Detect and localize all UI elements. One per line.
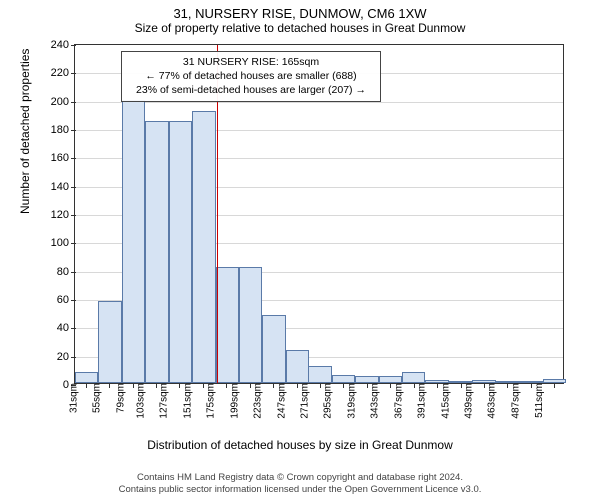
footer-line-1: Contains HM Land Registry data © Crown c… — [0, 472, 600, 484]
histogram-bar — [122, 100, 145, 383]
x-tick-label: 151sqm — [177, 383, 194, 419]
x-tick-label: 439sqm — [458, 383, 475, 419]
x-tick-label: 367sqm — [387, 383, 404, 419]
histogram-chart: 02040608010012014016018020022024031sqm55… — [74, 44, 564, 384]
y-tick-label: 140 — [51, 181, 75, 193]
x-tick-label: 295sqm — [317, 383, 334, 419]
x-tick-label: 343sqm — [364, 383, 381, 419]
x-tick-label: 319sqm — [341, 383, 358, 419]
histogram-bar — [169, 121, 192, 383]
x-tick-label: 31sqm — [62, 383, 79, 413]
y-tick-label: 40 — [57, 322, 75, 334]
histogram-bar — [145, 121, 168, 383]
x-tick-label: 223sqm — [247, 383, 264, 419]
y-tick-label: 80 — [57, 266, 75, 278]
histogram-bar — [239, 267, 262, 383]
x-tick-label: 463sqm — [481, 383, 498, 419]
annotation-line: 23% of semi-detached houses are larger (… — [128, 83, 374, 97]
annotation-line: ← 77% of detached houses are smaller (68… — [128, 69, 374, 83]
x-tick-label: 391sqm — [411, 383, 428, 419]
histogram-bar — [332, 375, 355, 384]
y-tick-label: 240 — [51, 39, 75, 51]
y-axis-label: Number of detached properties — [18, 49, 32, 214]
x-tick-label: 127sqm — [153, 383, 170, 419]
y-tick-label: 20 — [57, 351, 75, 363]
x-tick-label: 199sqm — [223, 383, 240, 419]
x-tick-mark — [554, 383, 555, 388]
annotation-line: 31 NURSERY RISE: 165sqm — [128, 55, 374, 69]
histogram-bar — [355, 376, 378, 383]
histogram-bar — [216, 267, 239, 383]
x-tick-label: 247sqm — [270, 383, 287, 419]
histogram-bar — [75, 372, 98, 383]
y-tick-label: 120 — [51, 209, 75, 221]
x-axis-label: Distribution of detached houses by size … — [0, 438, 600, 452]
histogram-bar — [262, 315, 285, 383]
page-title: 31, NURSERY RISE, DUNMOW, CM6 1XW — [0, 0, 600, 21]
y-tick-label: 180 — [51, 124, 75, 136]
page-subtitle: Size of property relative to detached ho… — [0, 21, 600, 39]
x-tick-label: 79sqm — [109, 383, 126, 413]
gridline — [75, 102, 563, 103]
y-tick-label: 100 — [51, 237, 75, 249]
y-tick-label: 220 — [51, 67, 75, 79]
histogram-bar — [402, 372, 425, 383]
histogram-bar — [98, 301, 121, 383]
y-tick-label: 200 — [51, 96, 75, 108]
plot-area: 02040608010012014016018020022024031sqm55… — [74, 44, 564, 384]
histogram-bar — [286, 350, 309, 383]
histogram-bar — [379, 376, 402, 383]
annotation-box: 31 NURSERY RISE: 165sqm← 77% of detached… — [121, 51, 381, 102]
footer-line-2: Contains public sector information licen… — [0, 484, 600, 496]
attribution-footer: Contains HM Land Registry data © Crown c… — [0, 472, 600, 496]
histogram-bar — [308, 366, 331, 383]
x-tick-label: 487sqm — [505, 383, 522, 419]
x-tick-label: 55sqm — [86, 383, 103, 413]
y-tick-label: 60 — [57, 294, 75, 306]
y-tick-label: 160 — [51, 152, 75, 164]
histogram-bar — [192, 111, 215, 383]
x-tick-label: 415sqm — [434, 383, 451, 419]
x-tick-label: 271sqm — [294, 383, 311, 419]
x-tick-label: 103sqm — [130, 383, 147, 419]
x-tick-label: 175sqm — [200, 383, 217, 419]
x-tick-label: 511sqm — [528, 383, 545, 418]
